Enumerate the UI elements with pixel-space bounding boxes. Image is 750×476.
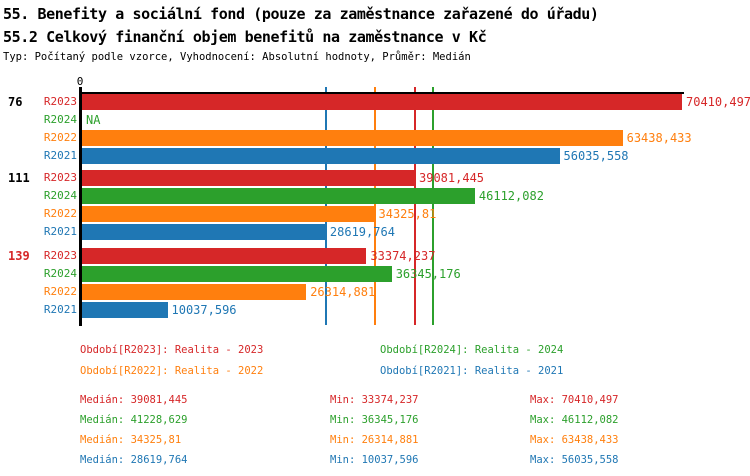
- median-line-r2022: [373, 87, 376, 325]
- bar-value-label: 10037,596: [171, 303, 237, 317]
- stat-min: Min: 33374,237: [330, 394, 419, 406]
- bar-r2024: [82, 188, 475, 204]
- page-subtitle: 55.2 Celkový finanční objem benefitů na …: [3, 28, 487, 46]
- stat-min: Min: 10037,596: [330, 454, 419, 466]
- stat-min: Min: 26314,881: [330, 434, 419, 446]
- bar-r2022: [82, 130, 623, 146]
- bar-r2024: [82, 266, 392, 282]
- stat-max: Max: 63438,433: [530, 434, 619, 446]
- series-row-label: R2022: [43, 131, 77, 144]
- stat-median: Medián: 34325,81: [80, 434, 182, 446]
- series-row-label: R2022: [43, 285, 77, 298]
- series-row-label: R2024: [43, 189, 77, 202]
- bar-r2023: [82, 248, 367, 264]
- bar-r2021: [82, 224, 326, 240]
- bar-value-label: 56035,558: [563, 149, 629, 163]
- series-row-label: R2024: [43, 267, 77, 280]
- series-row-label: R2021: [43, 225, 77, 238]
- bar-r2023: [82, 170, 415, 186]
- legend-item-r2021: Období[R2021]: Realita - 2021: [380, 365, 564, 377]
- bar-value-label: 28619,764: [329, 225, 395, 239]
- stat-median: Medián: 39081,445: [80, 394, 188, 406]
- legend-item-r2022: Období[R2022]: Realita - 2022: [80, 365, 264, 377]
- bar-r2022: [82, 206, 375, 222]
- stat-median: Medián: 41228,629: [80, 414, 188, 426]
- series-row-label: R2024: [43, 113, 77, 126]
- stat-max: Max: 56035,558: [530, 454, 619, 466]
- bar-value-label: 34325,81: [378, 207, 437, 221]
- series-row-label: R2023: [43, 95, 77, 108]
- bar-value-label: 26314,881: [310, 285, 376, 299]
- series-row-label: R2021: [43, 149, 77, 162]
- stat-max: Max: 70410,497: [530, 394, 619, 406]
- stat-median: Medián: 28619,764: [80, 454, 188, 466]
- bar-na-label: NA: [86, 113, 101, 127]
- legend-item-r2024: Období[R2024]: Realita - 2024: [380, 344, 564, 356]
- stat-min: Min: 36345,176: [330, 414, 419, 426]
- page-title: 55. Benefity a sociální fond (pouze za z…: [3, 5, 599, 23]
- bar-r2021: [82, 148, 560, 164]
- legend-item-r2023: Období[R2023]: Realita - 2023: [80, 344, 264, 356]
- y-axis-line: [79, 87, 82, 326]
- bar-r2022: [82, 284, 307, 300]
- x-axis-line: [80, 92, 684, 94]
- series-row-label: R2022: [43, 207, 77, 220]
- bar-value-label: 63438,433: [626, 131, 692, 145]
- group-label: 139: [8, 249, 30, 263]
- x-axis-zero-label: 0: [76, 75, 84, 88]
- series-row-label: R2021: [43, 303, 77, 316]
- series-row-label: R2023: [43, 171, 77, 184]
- bar-r2021: [82, 302, 168, 318]
- series-row-label: R2023: [43, 249, 77, 262]
- stat-max: Max: 46112,082: [530, 414, 619, 426]
- bar-value-label: 33374,237: [370, 249, 436, 263]
- median-line-r2023: [414, 87, 416, 325]
- group-label: 111: [8, 171, 30, 185]
- median-line-r2024: [432, 87, 435, 325]
- bar-value-label: 36345,176: [395, 267, 461, 281]
- bar-value-label: 46112,082: [478, 189, 544, 203]
- bar-value-label: 70410,497: [686, 95, 750, 109]
- chart-meta-info: Typ: Počítaný podle vzorce, Vyhodnocení:…: [3, 51, 471, 63]
- group-label: 76: [8, 95, 23, 109]
- bar-r2023: [82, 94, 682, 110]
- bar-chart: 0 76 R2023 70410,497 R2024 NA R2022 63438,433 R…: [8, 75, 750, 326]
- bar-value-label: 39081,445: [419, 171, 485, 185]
